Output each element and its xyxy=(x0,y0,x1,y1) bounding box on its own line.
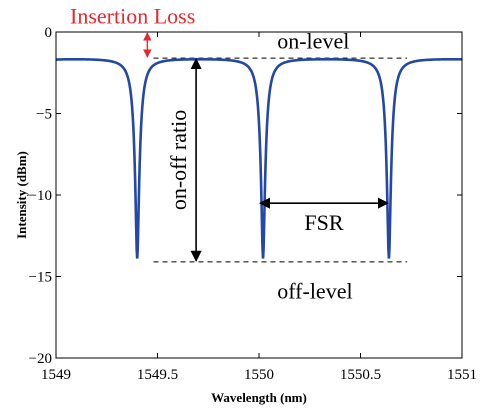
insertion-loss-label: Insertion Loss xyxy=(70,3,195,28)
series-layer xyxy=(56,57,462,259)
annotations: Insertion Loss on-off ratio FSR on-level off… xyxy=(70,3,390,303)
off-level-label: off-level xyxy=(277,278,352,303)
x-tick-label: 1550 xyxy=(244,367,274,383)
x-tick-label: 1550.5 xyxy=(340,367,381,383)
x-tick-label: 1549.5 xyxy=(137,367,178,383)
x-tick-label: 1549 xyxy=(41,367,71,383)
x-tick-label: 1551 xyxy=(447,367,477,383)
y-tick-label: 0 xyxy=(45,25,53,41)
axes-frame xyxy=(55,31,463,359)
reference-lines xyxy=(153,57,408,263)
series-line xyxy=(56,57,462,259)
on-off-ratio-label: on-off ratio xyxy=(166,110,191,210)
y-tick-label: −5 xyxy=(36,107,52,123)
y-tick-label: −10 xyxy=(29,188,52,204)
x-axis-label: Wavelength (nm) xyxy=(211,390,307,405)
y-tick-label: −15 xyxy=(29,270,52,286)
y-axis-label: Intensity (dBm) xyxy=(14,151,29,239)
on-level-label: on-level xyxy=(277,29,349,54)
fsr-label: FSR xyxy=(304,210,343,235)
y-tick-label: −20 xyxy=(29,351,52,367)
axes: 1549 1549.5 1550 1550.5 1551 0 −5 −10 −15 −20 Wave… xyxy=(14,25,477,405)
